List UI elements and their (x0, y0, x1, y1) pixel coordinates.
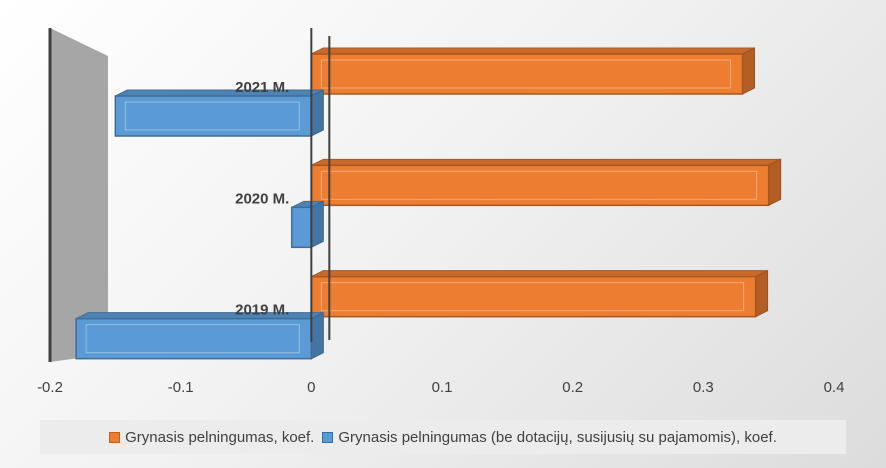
x-tick-label-6: 0.4 (824, 379, 845, 396)
x-tick-label-4: 0.2 (562, 379, 583, 396)
side-wall (50, 28, 108, 362)
x-tick-label-0: -0.2 (37, 379, 63, 396)
bar-blue-1 (290, 200, 324, 249)
x-tick-label-2: 0 (307, 379, 315, 396)
legend-label-orange: Grynasis pelningumas, koef. (125, 428, 315, 446)
x-tick-label-5: 0.3 (693, 379, 714, 396)
chart-legend: Grynasis pelningumas, koef. Grynasis pel… (40, 420, 846, 454)
bar-blue-2 (114, 89, 324, 137)
legend-item-blue: Grynasis pelningumas (be dotacijų, susij… (322, 429, 777, 446)
bar-blue-0 (75, 311, 324, 360)
legend-swatch-orange (109, 431, 121, 443)
legend-swatch-blue (322, 431, 334, 443)
category-label-2: 2021 M. (235, 79, 289, 96)
legend-label-blue: Grynasis pelningumas (be dotacijų, susij… (338, 428, 777, 446)
x-tick-label-1: -0.1 (168, 379, 194, 396)
category-label-1: 2020 M. (235, 190, 289, 207)
x-tick-label-3: 0.1 (432, 379, 453, 396)
category-label-0: 2019 M. (235, 302, 289, 319)
bar-orange-0 (310, 269, 769, 318)
bar-orange-1 (310, 158, 782, 207)
legend-item-orange: Grynasis pelningumas, koef. (109, 429, 314, 446)
bar-orange-2 (310, 47, 756, 95)
